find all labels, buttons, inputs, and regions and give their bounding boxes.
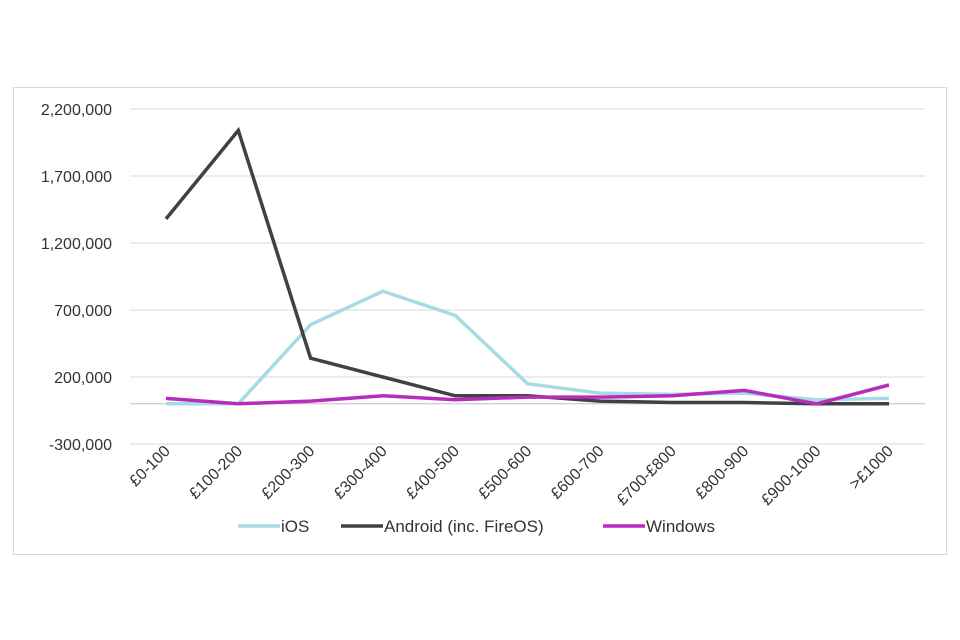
legend: iOS Android (inc. FireOS) Windows (238, 517, 715, 536)
x-axis-tick-labels: £0-100 £100-200 £200-300 £300-400 £400-500 £5… (127, 443, 897, 509)
x-tick-label: >£1000 (847, 443, 897, 493)
x-tick-label: £400-500 (403, 443, 463, 503)
x-tick-label: £800-900 (692, 443, 752, 503)
legend-label: iOS (281, 517, 309, 536)
y-tick-label: -300,000 (49, 437, 112, 454)
legend-label: Windows (646, 517, 715, 536)
y-tick-label: 2,200,000 (41, 102, 112, 119)
x-tick-label: £700-£800 (614, 443, 680, 509)
y-tick-label: 700,000 (54, 303, 112, 320)
x-tick-label: £100-200 (186, 443, 246, 503)
x-tick-label: £0-100 (127, 443, 174, 490)
y-axis-tick-labels: 2,200,000 1,700,000 1,200,000 700,000 200,00… (41, 102, 112, 454)
x-tick-label: £200-300 (259, 443, 319, 503)
chart-frame (13, 87, 947, 555)
x-tick-label: £300-400 (331, 443, 391, 503)
x-tick-label: £500-600 (475, 443, 535, 503)
x-tick-label: £900-1000 (758, 443, 824, 509)
series-lines (164, 126, 890, 406)
x-tick-label: £600-700 (548, 443, 608, 503)
legend-label: Android (inc. FireOS) (384, 517, 544, 536)
y-tick-label: 1,200,000 (41, 236, 112, 253)
y-tick-label: 1,700,000 (41, 169, 112, 186)
y-tick-label: 200,000 (54, 370, 112, 387)
series-line-ios (166, 289, 890, 406)
series-line-windows (165, 383, 890, 406)
